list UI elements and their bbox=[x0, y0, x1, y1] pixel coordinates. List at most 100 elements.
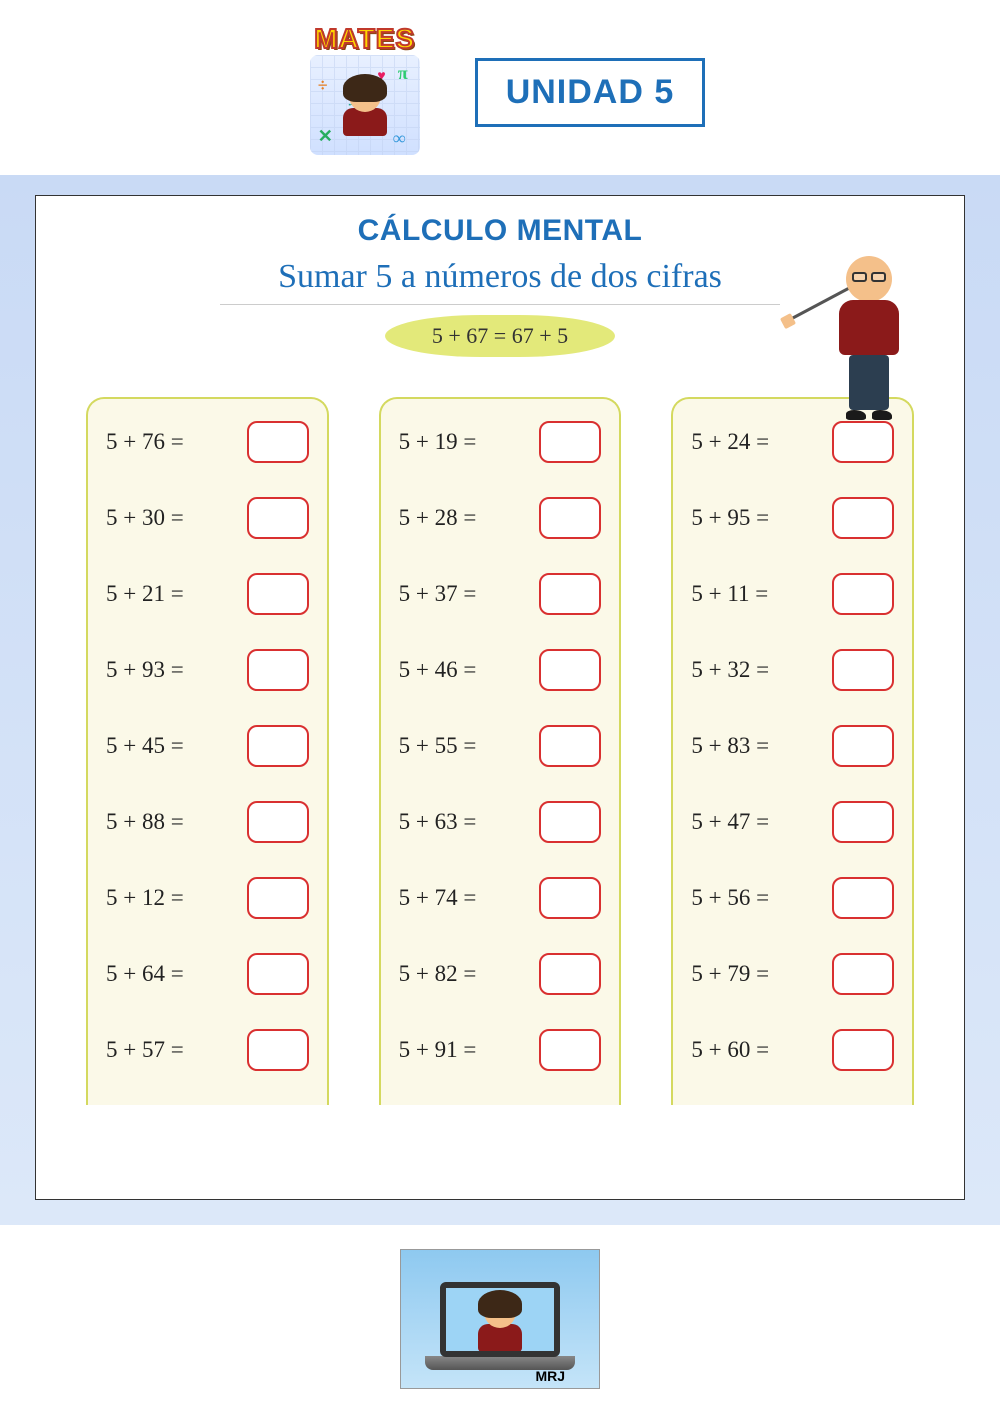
problem-expression: 5 + 63 = bbox=[399, 809, 477, 835]
author-initials: MRJ bbox=[535, 1368, 565, 1384]
problem-expression: 5 + 21 = bbox=[106, 581, 184, 607]
pi-icon: π bbox=[398, 63, 408, 84]
problem-expression: 5 + 30 = bbox=[106, 505, 184, 531]
problem-row: 5 + 63 = bbox=[399, 801, 602, 843]
answer-input[interactable] bbox=[832, 725, 894, 767]
answer-input[interactable] bbox=[832, 877, 894, 919]
problem-row: 5 + 55 = bbox=[399, 725, 602, 767]
answer-input[interactable] bbox=[539, 421, 601, 463]
problem-expression: 5 + 24 = bbox=[691, 429, 769, 455]
answer-input[interactable] bbox=[539, 1029, 601, 1071]
problem-expression: 5 + 55 = bbox=[399, 733, 477, 759]
problem-expression: 5 + 57 = bbox=[106, 1037, 184, 1063]
problem-expression: 5 + 82 = bbox=[399, 961, 477, 987]
problem-expression: 5 + 76 = bbox=[106, 429, 184, 455]
problem-expression: 5 + 91 = bbox=[399, 1037, 477, 1063]
problem-row: 5 + 19 = bbox=[399, 421, 602, 463]
answer-input[interactable] bbox=[247, 953, 309, 995]
example-equation: 5 + 67 = 67 + 5 bbox=[385, 315, 615, 357]
problem-expression: 5 + 11 = bbox=[691, 581, 768, 607]
problem-row: 5 + 30 = bbox=[106, 497, 309, 539]
problem-row: 5 + 74 = bbox=[399, 877, 602, 919]
problem-row: 5 + 45 = bbox=[106, 725, 309, 767]
problem-row: 5 + 47 = bbox=[691, 801, 894, 843]
problem-expression: 5 + 12 = bbox=[106, 885, 184, 911]
answer-input[interactable] bbox=[832, 649, 894, 691]
problem-column: 5 + 76 = 5 + 30 = 5 + 21 = 5 + 93 = 5 + 45 =… bbox=[86, 397, 329, 1105]
answer-input[interactable] bbox=[247, 801, 309, 843]
problem-row: 5 + 21 = bbox=[106, 573, 309, 615]
problem-row: 5 + 46 = bbox=[399, 649, 602, 691]
answer-input[interactable] bbox=[832, 953, 894, 995]
problem-columns: 5 + 76 = 5 + 30 = 5 + 21 = 5 + 93 = 5 + 45 =… bbox=[76, 397, 924, 1105]
page-header: MATES π ÷ ∫ ♥ ✕ ∞ UNIDAD 5 bbox=[0, 0, 1000, 175]
worksheet-title: CÁLCULO MENTAL bbox=[76, 214, 924, 248]
author-badge: MRJ bbox=[400, 1249, 600, 1389]
problem-column: 5 + 24 = 5 + 95 = 5 + 11 = 5 + 32 = 5 + 83 =… bbox=[671, 397, 914, 1105]
answer-input[interactable] bbox=[539, 649, 601, 691]
problem-expression: 5 + 32 = bbox=[691, 657, 769, 683]
answer-input[interactable] bbox=[539, 877, 601, 919]
answer-input[interactable] bbox=[832, 1029, 894, 1071]
infinity-icon: ∞ bbox=[393, 128, 406, 149]
answer-input[interactable] bbox=[539, 725, 601, 767]
laptop-icon bbox=[425, 1282, 575, 1370]
content-area: CÁLCULO MENTAL Sumar 5 a números de dos … bbox=[0, 175, 1000, 1225]
problem-row: 5 + 37 = bbox=[399, 573, 602, 615]
problem-expression: 5 + 45 = bbox=[106, 733, 184, 759]
problem-expression: 5 + 19 = bbox=[399, 429, 477, 455]
avatar-icon bbox=[340, 80, 390, 140]
problem-expression: 5 + 56 = bbox=[691, 885, 769, 911]
answer-input[interactable] bbox=[539, 573, 601, 615]
problem-row: 5 + 57 = bbox=[106, 1029, 309, 1071]
problem-row: 5 + 95 = bbox=[691, 497, 894, 539]
answer-input[interactable] bbox=[832, 421, 894, 463]
answer-input[interactable] bbox=[539, 953, 601, 995]
problem-expression: 5 + 64 = bbox=[106, 961, 184, 987]
answer-input[interactable] bbox=[832, 497, 894, 539]
problem-row: 5 + 28 = bbox=[399, 497, 602, 539]
problem-column: 5 + 19 = 5 + 28 = 5 + 37 = 5 + 46 = 5 + 55 =… bbox=[379, 397, 622, 1105]
divide-icon: ÷ bbox=[318, 75, 328, 96]
answer-input[interactable] bbox=[832, 573, 894, 615]
problem-expression: 5 + 93 = bbox=[106, 657, 184, 683]
problem-row: 5 + 24 = bbox=[691, 421, 894, 463]
problem-row: 5 + 64 = bbox=[106, 953, 309, 995]
problem-row: 5 + 56 = bbox=[691, 877, 894, 919]
problem-row: 5 + 12 = bbox=[106, 877, 309, 919]
answer-input[interactable] bbox=[832, 801, 894, 843]
answer-input[interactable] bbox=[247, 421, 309, 463]
answer-input[interactable] bbox=[247, 497, 309, 539]
answer-input[interactable] bbox=[247, 725, 309, 767]
answer-input[interactable] bbox=[247, 573, 309, 615]
answer-input[interactable] bbox=[247, 649, 309, 691]
problem-row: 5 + 88 = bbox=[106, 801, 309, 843]
problem-expression: 5 + 37 = bbox=[399, 581, 477, 607]
problem-row: 5 + 60 = bbox=[691, 1029, 894, 1071]
problem-row: 5 + 79 = bbox=[691, 953, 894, 995]
worksheet: CÁLCULO MENTAL Sumar 5 a números de dos … bbox=[35, 195, 965, 1200]
problem-row: 5 + 11 = bbox=[691, 573, 894, 615]
mates-logo: MATES π ÷ ∫ ♥ ✕ ∞ bbox=[295, 23, 435, 163]
unit-badge: UNIDAD 5 bbox=[475, 58, 706, 127]
teacher-illustration bbox=[819, 256, 919, 426]
answer-input[interactable] bbox=[247, 1029, 309, 1071]
problem-row: 5 + 76 = bbox=[106, 421, 309, 463]
answer-input[interactable] bbox=[247, 877, 309, 919]
problem-expression: 5 + 60 = bbox=[691, 1037, 769, 1063]
problem-row: 5 + 91 = bbox=[399, 1029, 602, 1071]
problem-expression: 5 + 28 = bbox=[399, 505, 477, 531]
mates-logo-text: MATES bbox=[314, 23, 415, 55]
problem-expression: 5 + 83 = bbox=[691, 733, 769, 759]
divider bbox=[220, 304, 780, 305]
answer-input[interactable] bbox=[539, 801, 601, 843]
problem-row: 5 + 32 = bbox=[691, 649, 894, 691]
mates-logo-illustration: π ÷ ∫ ♥ ✕ ∞ bbox=[310, 55, 420, 155]
problem-expression: 5 + 95 = bbox=[691, 505, 769, 531]
problem-row: 5 + 82 = bbox=[399, 953, 602, 995]
page-footer: MRJ bbox=[0, 1225, 1000, 1413]
problem-expression: 5 + 79 = bbox=[691, 961, 769, 987]
problem-row: 5 + 83 = bbox=[691, 725, 894, 767]
problem-expression: 5 + 46 = bbox=[399, 657, 477, 683]
answer-input[interactable] bbox=[539, 497, 601, 539]
